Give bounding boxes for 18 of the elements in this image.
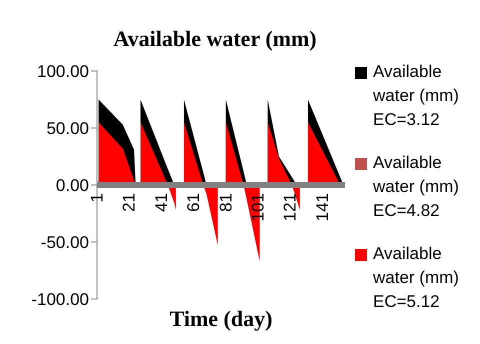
x-tick-label: 81 [216, 193, 236, 212]
x-tick-label: 121 [280, 193, 300, 222]
chart-title: Available water (mm) [112, 26, 318, 52]
y-tick-label: 100.00 [37, 62, 89, 82]
x-tick-label: 1 [88, 193, 106, 202]
x-tick-label: 61 [184, 193, 204, 212]
x-tick-label: 21 [120, 193, 139, 212]
x-tick-label: 101 [248, 193, 268, 222]
y-tick-label: -50.00 [40, 233, 89, 252]
legend-label: Available water (mm) EC=5.12 [373, 243, 460, 313]
legend-label: Available water (mm) EC=3.12 [373, 61, 460, 131]
y-tick-label: 50.00 [46, 119, 89, 138]
x-tick-label: 141 [312, 193, 332, 222]
x-axis-title: Time (day) [168, 306, 274, 332]
x-tick-label: 41 [152, 193, 171, 212]
legend-label: Available water (mm) EC=4.82 [373, 152, 460, 222]
y-tick-label: -100.00 [31, 290, 89, 310]
y-tick-label: 0.00 [56, 176, 89, 196]
